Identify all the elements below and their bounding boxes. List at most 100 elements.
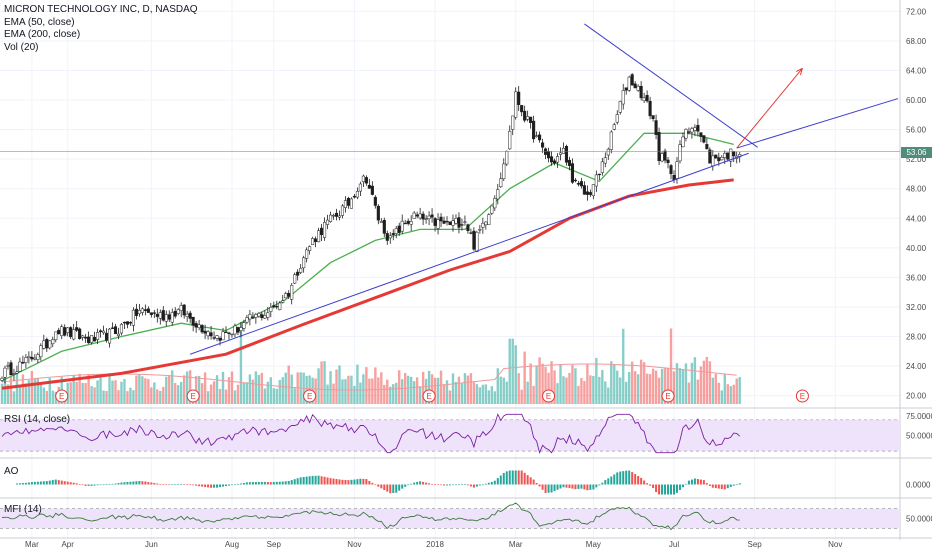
volume-bar [323,361,326,404]
volume-bar [90,386,93,404]
candle-body [591,184,595,197]
volume-bar [69,382,72,404]
volume-bar [275,388,278,404]
candle-body [325,219,330,225]
ao-bar [281,481,284,485]
ao-bar [117,483,120,485]
earnings-marker-glyph: E [800,392,805,401]
candle-body [421,213,425,220]
candle-body [457,217,461,228]
candle-body [684,128,688,139]
volume-bar [341,379,344,404]
candle-body [99,330,103,333]
candle-body [331,215,336,217]
candle-body [382,219,386,234]
candle-body [248,314,252,320]
candle-body [233,325,237,335]
ao-bar [293,479,296,485]
candle-body [475,231,479,253]
ao-bar [156,483,159,485]
ao-bar [329,478,332,485]
ao-bar [251,482,254,485]
volume-bar [132,390,135,404]
ao-bar [63,481,66,485]
volume-bar [666,368,670,404]
ao-bar [446,484,449,486]
volume-bar [427,370,431,404]
ao-bar [39,481,42,485]
ao-bar [556,484,559,490]
candle-body [576,183,580,185]
volume-bar [729,386,732,404]
candle-body [227,332,231,335]
ao-bar [332,478,335,485]
candle-body [275,306,279,308]
candle-body [254,314,258,318]
candle-body [529,116,533,123]
candle-body [42,340,46,349]
volume-bar [269,377,272,404]
ao-bar [598,484,601,486]
ao-bar [571,484,574,489]
ao-bar [120,482,123,485]
volume-bar [738,376,741,404]
candle-body [385,233,389,241]
ao-bar [353,479,356,485]
projection-arrow-line [736,67,803,149]
volume-bar [648,374,652,404]
ao-bar [78,484,81,485]
volume-bar [562,376,565,404]
candle-body [654,120,658,135]
ao-bar [168,484,171,486]
volume-bar [215,375,219,404]
volume-bar [511,338,514,404]
price-tick-label: 44.00 [906,214,927,223]
candle-body [567,159,572,166]
candle-body [427,215,431,220]
ao-bar [60,480,63,485]
volume-bar [469,373,473,404]
volume-bar [502,377,505,404]
candle-body [514,91,518,118]
volume-bar [287,365,290,404]
ao-bar [711,484,714,488]
ao-bar [652,484,655,488]
candle-body [39,345,43,358]
volume-bar [398,370,401,404]
candle-body [27,356,31,358]
volume-bar [418,386,422,404]
ao-bar [213,484,216,488]
ao-bar [472,484,475,488]
candle-body [66,327,70,333]
volume-bar [320,361,323,404]
volume-bar [233,390,237,404]
candle-body [33,357,37,360]
candle-body [340,205,345,216]
ao-bar [257,481,260,485]
volume-bar [732,384,735,404]
ao-bar [311,475,314,485]
candle-body [107,328,112,344]
candle-body [122,321,127,324]
ao-bar [568,484,571,489]
ao-bar [738,483,741,485]
candle-body [104,332,109,341]
volume-bar [484,384,488,404]
candle-body [645,95,649,102]
volume-bar [162,386,165,404]
candle-body [552,160,557,164]
ao-bar [655,484,658,493]
candle-body [194,323,198,328]
ao-bar [15,483,18,485]
ao-bar [314,475,317,485]
ao-bar [45,481,48,485]
volume-bar [206,391,210,404]
ao-bar [233,484,236,486]
candle-body [257,313,261,317]
candle-body [651,115,655,119]
ao-bar [42,481,45,485]
candle-body [197,324,201,329]
candle-body [723,153,727,158]
candle-body [134,308,138,316]
